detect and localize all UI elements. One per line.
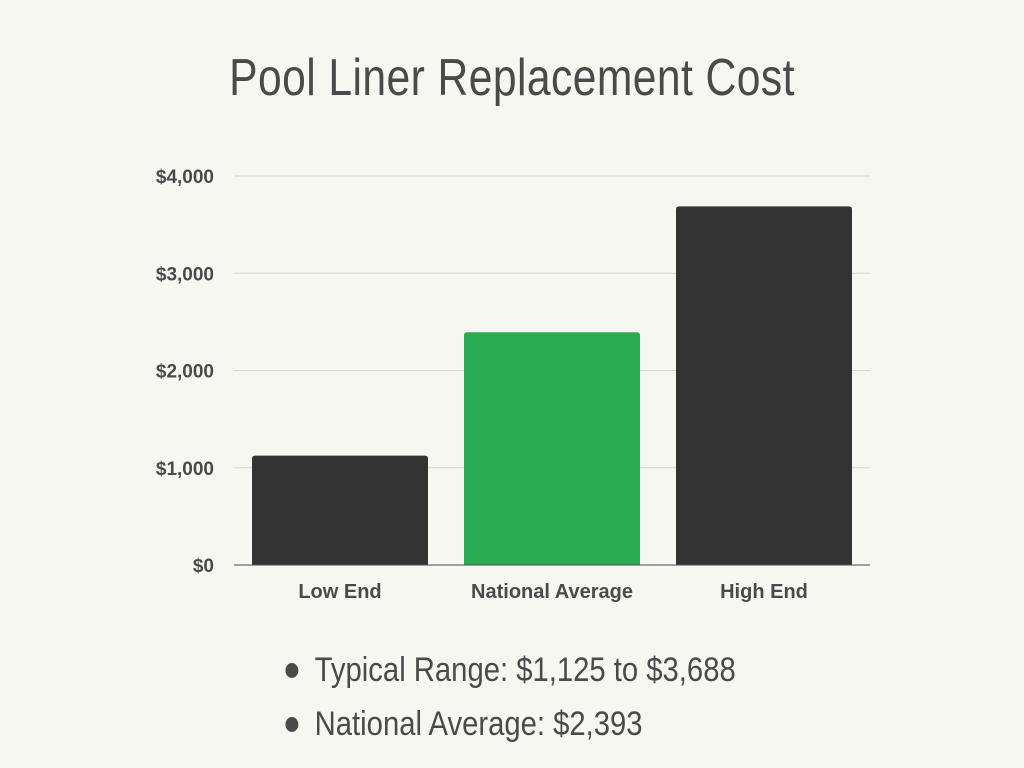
bullet-icon bbox=[285, 663, 299, 678]
y-tick-label: $0 bbox=[193, 556, 214, 577]
y-tick-label: $1,000 bbox=[156, 459, 214, 480]
list-item: National Average: $2,393 bbox=[282, 702, 736, 756]
y-tick-label: $4,000 bbox=[156, 167, 214, 188]
bullet-icon bbox=[285, 717, 299, 732]
y-tick-label: $2,000 bbox=[156, 362, 214, 383]
x-tick-label: Low End bbox=[298, 581, 381, 603]
chart-title: Pool Liner Replacement Cost bbox=[229, 49, 795, 107]
x-tick-label: High End bbox=[720, 581, 808, 603]
bar bbox=[676, 206, 852, 566]
bar bbox=[464, 332, 640, 565]
summary-list: Typical Range: $1,125 to $3,688 National… bbox=[282, 648, 810, 756]
national-average-text: National Average: $2,393 bbox=[314, 705, 643, 743]
typical-range-text: Typical Range: $1,125 to $3,688 bbox=[314, 651, 736, 689]
bar bbox=[252, 455, 428, 565]
x-tick-label: National Average bbox=[471, 581, 633, 603]
list-item: Typical Range: $1,125 to $3,688 bbox=[282, 648, 736, 702]
y-tick-label: $3,000 bbox=[156, 264, 214, 285]
